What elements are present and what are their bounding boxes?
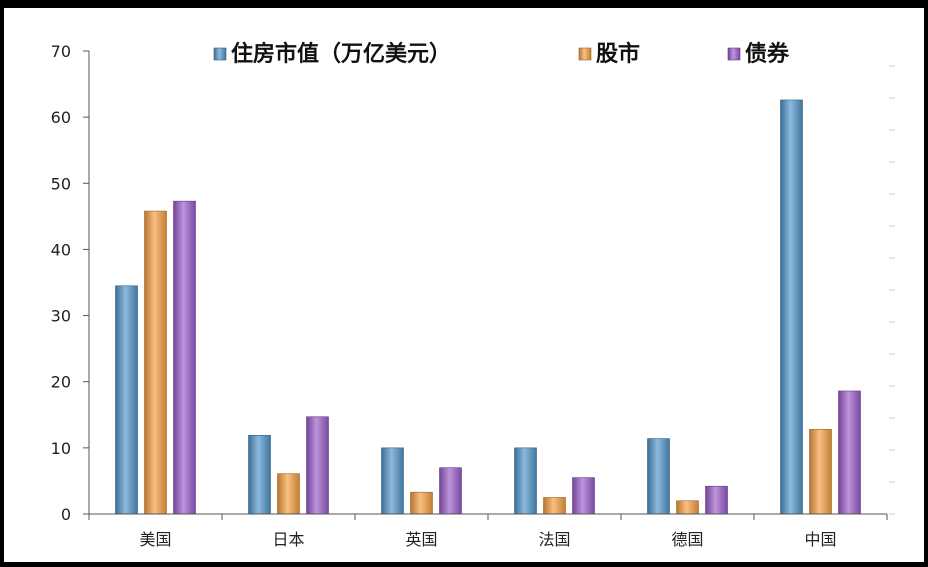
bar-0-0: [115, 285, 138, 515]
bar-2-2: [439, 467, 462, 515]
bar-5-1: [809, 429, 832, 515]
bar-0-2: [173, 200, 196, 515]
bar-3-0: [514, 447, 537, 515]
y-axis: 0 10 20 30 40 50 60 70: [51, 42, 90, 524]
bars: [115, 99, 861, 515]
bar-5-0: [780, 99, 803, 515]
bar-chart: 住房市值（万亿美元） 股市 债券 0 10 20 30 40 50 60 70 美国 日本 英国 法国 德…: [51, 41, 895, 549]
y-tick-label: 50: [51, 174, 71, 193]
bar-0-1: [144, 210, 167, 515]
x-tick-label: 德国: [671, 530, 703, 549]
bar-1-0: [248, 434, 271, 515]
y-tick-label: 70: [51, 42, 71, 61]
legend-swatch: [213, 47, 227, 61]
y-tick-label: 10: [51, 439, 71, 458]
x-tick-label: 美国: [139, 530, 171, 549]
x-tick-label: 英国: [405, 530, 437, 549]
bar-4-0: [647, 438, 670, 515]
legend-label: 住房市值（万亿美元）: [231, 41, 451, 67]
bar-3-1: [543, 497, 566, 515]
legend-swatch: [727, 47, 741, 61]
legend-swatch: [578, 47, 592, 61]
y-tick-label: 40: [51, 240, 71, 259]
bar-4-2: [705, 485, 728, 515]
y-tick-label: 30: [51, 307, 71, 326]
bar-3-2: [572, 477, 595, 515]
y-tick-label: 0: [61, 505, 71, 524]
bar-1-2: [306, 416, 329, 515]
x-tick-label: 法国: [538, 530, 570, 549]
x-axis: 美国 日本 英国 法国 德国 中国: [88, 513, 888, 549]
y-tick-label: 20: [51, 373, 71, 392]
bar-2-0: [381, 447, 404, 515]
y-tick-label: 60: [51, 108, 71, 127]
chart-frame: 住房市值（万亿美元） 股市 债券 0 10 20 30 40 50 60 70 美国 日本 英国 法国 德…: [4, 8, 924, 562]
legend: 住房市值（万亿美元） 股市 债券: [213, 41, 790, 67]
legend-label: 股市: [596, 41, 640, 67]
right-axis-ticks: [889, 65, 895, 515]
legend-label: 债券: [745, 41, 790, 67]
bar-5-2: [838, 390, 861, 515]
x-tick-label: 中国: [804, 530, 836, 549]
bar-2-1: [410, 491, 433, 515]
bar-1-1: [277, 473, 300, 515]
bar-4-1: [676, 500, 699, 515]
x-tick-label: 日本: [272, 530, 304, 549]
